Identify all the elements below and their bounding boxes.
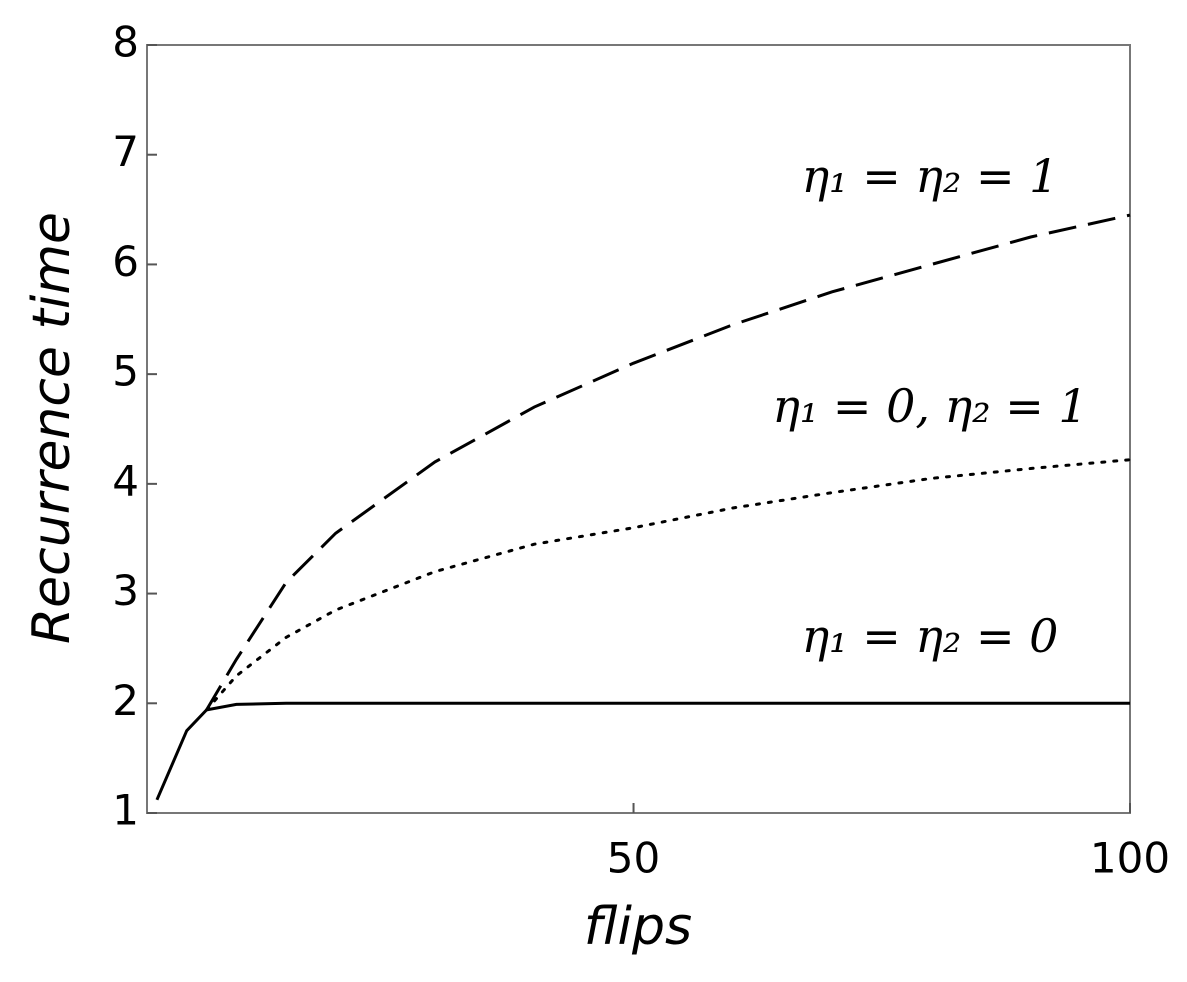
x-tick-label: 100	[1090, 834, 1170, 883]
y-axis-label: Recurrence time	[22, 212, 82, 644]
y-tick-label: 5	[112, 347, 139, 396]
series-line	[205, 458, 1132, 712]
series-label: η₁ = 0, η₂ = 1	[772, 379, 1087, 433]
y-tick-label: 4	[112, 456, 139, 505]
y-tick-label: 6	[112, 237, 139, 286]
series-line	[155, 701, 1130, 801]
series-label: η₁ = η₂ = 0	[802, 609, 1059, 663]
y-tick-label: 1	[112, 786, 139, 835]
y-tick-label: 7	[112, 127, 139, 176]
y-tick-label: 8	[112, 18, 139, 67]
x-axis-label: flips	[584, 897, 692, 957]
series-line	[205, 213, 1131, 711]
x-tick-label: 50	[607, 834, 660, 883]
y-tick-label: 3	[112, 566, 139, 615]
y-tick-label: 2	[112, 676, 139, 725]
plot-frame	[146, 44, 1131, 814]
series-label: η₁ = η₂ = 1	[802, 149, 1059, 203]
